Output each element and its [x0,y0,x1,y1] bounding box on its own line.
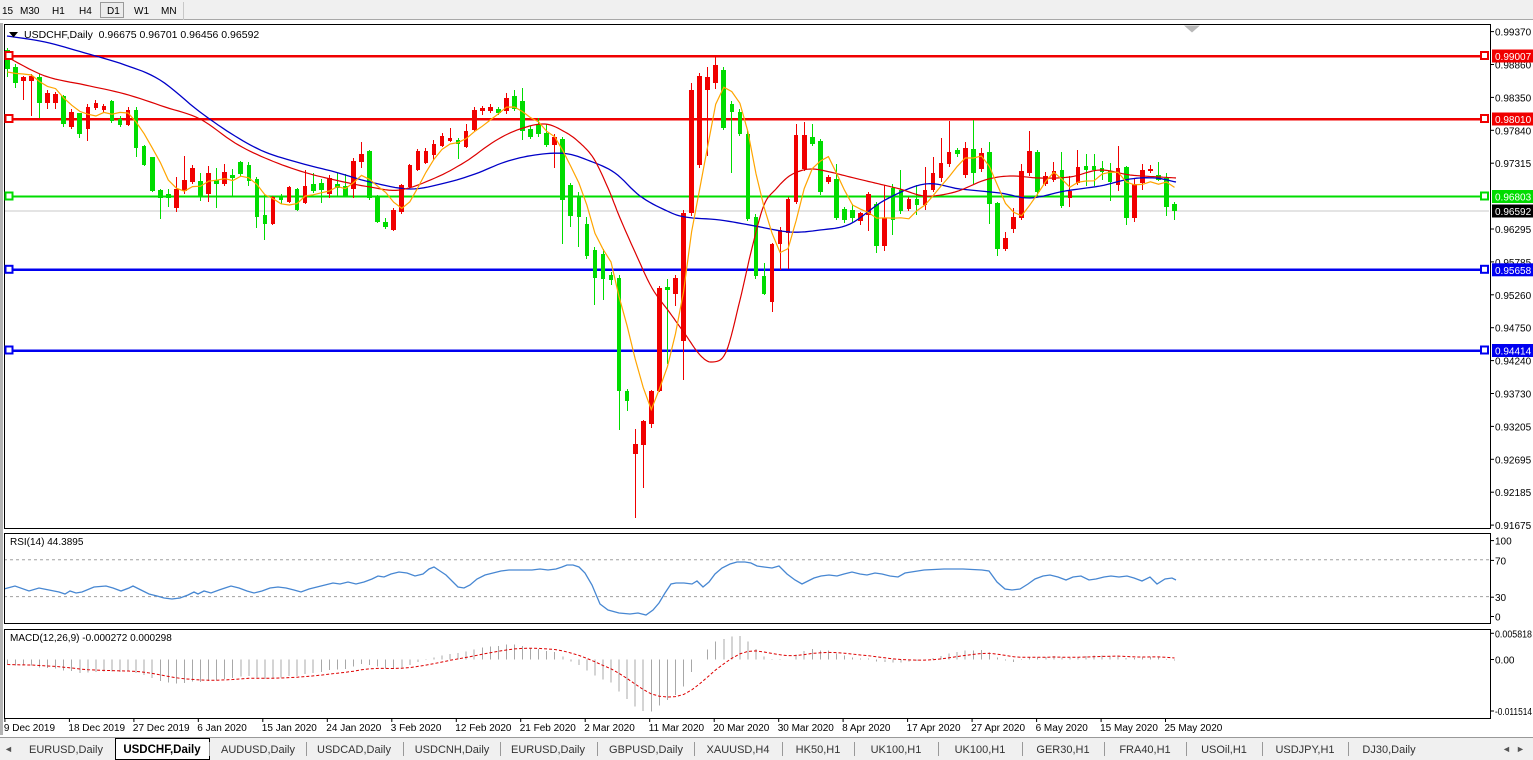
svg-text:0.93730: 0.93730 [1495,390,1532,401]
svg-text:15 Jan 2020: 15 Jan 2020 [262,723,317,734]
svg-text:12 Feb 2020: 12 Feb 2020 [455,723,512,734]
svg-text:0.94240: 0.94240 [1495,357,1532,368]
svg-text:15 May 2020: 15 May 2020 [1100,723,1158,734]
svg-text:0.92695: 0.92695 [1495,455,1532,466]
svg-text:0.98010: 0.98010 [1495,115,1532,126]
svg-text:FRA40,H1: FRA40,H1 [1119,744,1170,756]
svg-text:0.94414: 0.94414 [1495,347,1532,358]
svg-text:◄: ◄ [1502,744,1511,754]
svg-text:EURUSD,Daily: EURUSD,Daily [511,744,585,756]
svg-text:6 May 2020: 6 May 2020 [1036,723,1089,734]
svg-text:USDCAD,Daily: USDCAD,Daily [317,744,391,756]
svg-text:MACD(12,26,9) -0.000272 0.0002: MACD(12,26,9) -0.000272 0.000298 [10,633,172,644]
svg-text:GER30,H1: GER30,H1 [1036,744,1089,756]
svg-text:30 Mar 2020: 30 Mar 2020 [778,723,835,734]
svg-text:0.96803: 0.96803 [1495,193,1532,204]
svg-text:►: ► [1516,744,1525,754]
svg-text:W1: W1 [134,6,149,17]
svg-text:0.97315: 0.97315 [1495,159,1532,170]
svg-text:100: 100 [1495,537,1512,548]
svg-text:0.93205: 0.93205 [1495,422,1532,433]
svg-text:RSI(14) 44.3895: RSI(14) 44.3895 [10,537,84,548]
svg-text:USOil,H1: USOil,H1 [1201,744,1247,756]
svg-text:USDCHF,Daily 0.96675 0.96701: USDCHF,Daily 0.96675 0.96701 0.96456 0.9… [24,29,259,41]
svg-text:MN: MN [161,6,177,17]
svg-text:M30: M30 [20,6,40,17]
svg-text:6 Jan 2020: 6 Jan 2020 [197,723,247,734]
svg-text:24 Jan 2020: 24 Jan 2020 [326,723,381,734]
svg-text:0.92185: 0.92185 [1495,488,1532,499]
svg-text:0.005818: 0.005818 [1495,629,1532,640]
svg-text:UK100,H1: UK100,H1 [871,744,922,756]
svg-text:USDCNH,Daily: USDCNH,Daily [415,744,490,756]
svg-text:0.94750: 0.94750 [1495,324,1532,335]
svg-text:GBPUSD,Daily: GBPUSD,Daily [609,744,683,756]
svg-text:D1: D1 [107,6,120,17]
svg-text:0.99370: 0.99370 [1495,28,1532,39]
svg-text:17 Apr 2020: 17 Apr 2020 [907,723,961,734]
svg-text:3 Feb 2020: 3 Feb 2020 [391,723,442,734]
svg-text:11 Mar 2020: 11 Mar 2020 [649,723,705,734]
svg-text:8 Apr 2020: 8 Apr 2020 [842,723,891,734]
svg-text:70: 70 [1495,556,1507,567]
svg-text:AUDUSD,Daily: AUDUSD,Daily [221,744,295,756]
svg-text:0: 0 [1495,613,1501,624]
svg-text:21 Feb 2020: 21 Feb 2020 [520,723,577,734]
svg-text:0.97840: 0.97840 [1495,126,1532,137]
svg-text:9 Dec 2019: 9 Dec 2019 [4,723,56,734]
svg-text:25 May 2020: 25 May 2020 [1165,723,1223,734]
svg-text:27 Apr 2020: 27 Apr 2020 [971,723,1025,734]
svg-text:0.95658: 0.95658 [1495,266,1532,277]
svg-text:0.96592: 0.96592 [1495,207,1532,218]
svg-text:0.91675: 0.91675 [1495,521,1532,532]
svg-text:DJ30,Daily: DJ30,Daily [1362,744,1416,756]
svg-text:0.99007: 0.99007 [1495,52,1532,63]
svg-text:0.00: 0.00 [1495,656,1515,667]
svg-text:0.95260: 0.95260 [1495,291,1532,302]
svg-text:30: 30 [1495,593,1507,604]
svg-text:H4: H4 [79,6,92,17]
svg-text:EURUSD,Daily: EURUSD,Daily [29,744,103,756]
svg-text:2 Mar 2020: 2 Mar 2020 [584,723,635,734]
svg-text:0.98350: 0.98350 [1495,93,1532,104]
svg-text:USDCHF,Daily: USDCHF,Daily [123,744,201,756]
svg-text:USDJPY,H1: USDJPY,H1 [1275,744,1334,756]
svg-text:27 Dec 2019: 27 Dec 2019 [133,723,190,734]
svg-text:H1: H1 [52,6,65,17]
svg-text:XAUUSD,H4: XAUUSD,H4 [707,744,770,756]
svg-text:HK50,H1: HK50,H1 [796,744,841,756]
svg-text:UK100,H1: UK100,H1 [955,744,1006,756]
svg-text:-0.011514: -0.011514 [1495,707,1532,718]
svg-text:20 Mar 2020: 20 Mar 2020 [713,723,770,734]
svg-text:18 Dec 2019: 18 Dec 2019 [68,723,125,734]
svg-text:0.96295: 0.96295 [1495,225,1532,236]
svg-text:0.98860: 0.98860 [1495,61,1532,72]
svg-text:◄: ◄ [4,744,13,754]
svg-text:15: 15 [2,6,14,17]
